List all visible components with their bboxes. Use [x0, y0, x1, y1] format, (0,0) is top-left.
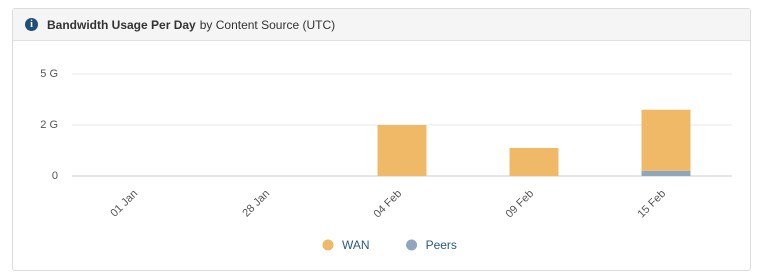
panel-header: i Bandwidth Usage Per Day by Content Sou…: [13, 9, 750, 41]
bar: [641, 109, 691, 171]
bar: [377, 125, 427, 176]
legend-label: WAN: [342, 238, 370, 252]
x-tick-label: 15 Feb: [635, 188, 668, 221]
bar: [641, 170, 691, 176]
x-tick-label: 04 Feb: [371, 188, 404, 221]
chart-subtitle: by Content Source (UTC): [199, 17, 336, 32]
y-tick-label: 5 G: [40, 68, 58, 80]
chart-title: Bandwidth Usage Per Day: [47, 17, 196, 32]
y-tick-label: 0: [52, 170, 58, 182]
info-icon[interactable]: i: [25, 18, 38, 31]
x-tick-label: 28 Jan: [240, 188, 272, 220]
y-tick-label: 2 G: [40, 119, 58, 131]
legend-marker: [406, 239, 418, 251]
panel: i Bandwidth Usage Per Day by Content Sou…: [12, 8, 751, 271]
x-tick-label: 01 Jan: [108, 188, 140, 220]
bar: [509, 147, 559, 176]
legend: WAN Peers: [322, 238, 457, 252]
legend-marker: [322, 239, 334, 251]
legend-label: Peers: [426, 238, 457, 252]
x-tick-label: 09 Feb: [503, 188, 536, 221]
